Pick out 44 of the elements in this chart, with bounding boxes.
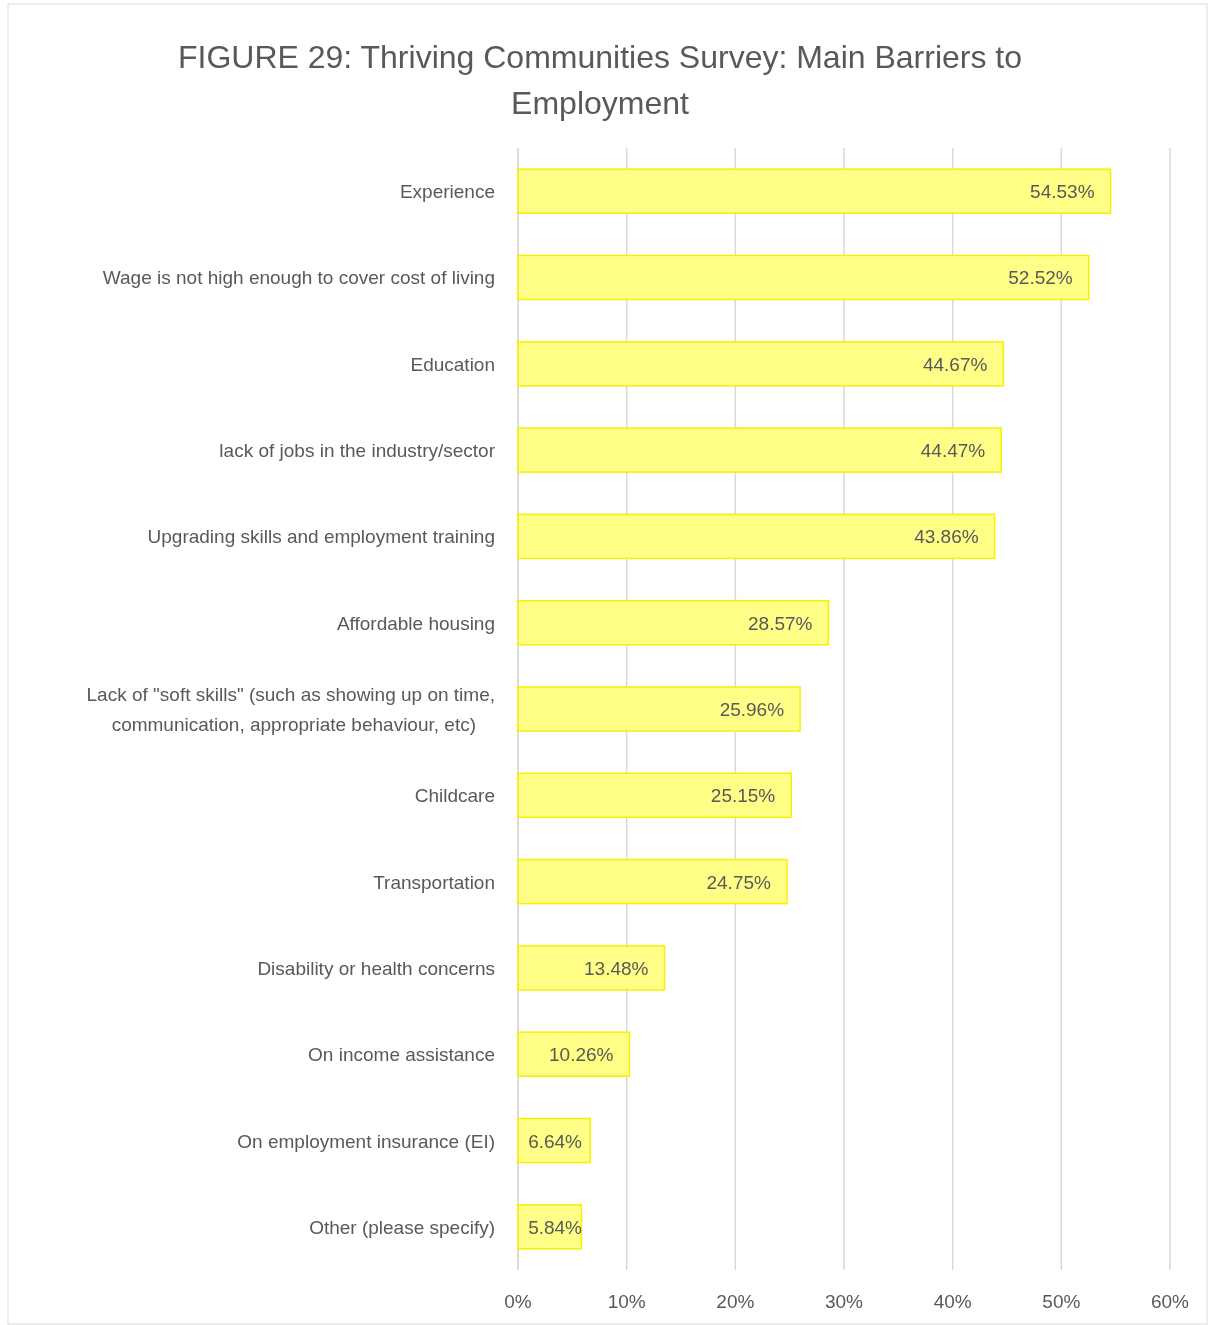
y-tick-label: Transportation <box>373 871 495 893</box>
x-tick-label: 40% <box>933 1291 972 1312</box>
y-tick-label: Disability or health concerns <box>257 957 495 979</box>
data-label: 13.48% <box>584 957 649 979</box>
x-tick-label: 20% <box>716 1291 755 1312</box>
chart-title: FIGURE 29: Thriving Communities Survey: Main Barriers to Employment <box>177 39 1023 121</box>
bar <box>517 686 801 732</box>
bar <box>517 599 830 646</box>
x-tick-label: 60% <box>1150 1291 1190 1312</box>
bar <box>517 772 793 819</box>
y-tick-label: Other (please specify) <box>309 1216 495 1238</box>
data-label: 25.15% <box>710 785 776 807</box>
y-tick-label: Education <box>410 353 495 375</box>
data-label: 52.52% <box>1008 267 1073 289</box>
bar <box>517 858 788 905</box>
bar <box>517 513 996 560</box>
data-label: 10.26% <box>549 1044 614 1066</box>
y-tick-label: Wage is not high enough to cover cost of living <box>102 267 495 289</box>
y-tick-label: On employment insurance (EI) <box>237 1130 495 1152</box>
data-label: 44.67% <box>922 353 988 375</box>
y-tick-label: On income assistance <box>308 1044 495 1066</box>
bar <box>517 341 1005 387</box>
bar <box>517 254 1090 301</box>
y-tick-label: Lack of "soft skills" (such as showing up on time, communication, appropriate behaviour, etc) <box>86 684 495 735</box>
bar <box>517 1031 631 1077</box>
data-label: 28.57% <box>748 612 813 634</box>
x-tick-label: 0% <box>504 1291 532 1312</box>
y-tick-label: Affordable housing <box>336 612 495 634</box>
data-label: 6.64% <box>528 1130 583 1152</box>
bar <box>517 168 1112 214</box>
data-label: 43.86% <box>914 526 979 548</box>
bar <box>517 945 666 991</box>
data-label: 44.47% <box>920 440 986 462</box>
y-tick-label: Upgrading skills and employment training <box>147 526 495 548</box>
y-tick-label: Childcare <box>414 785 495 807</box>
y-tick-label: lack of jobs in the industry/sector <box>219 440 496 462</box>
x-tick-label: 10% <box>607 1291 646 1312</box>
x-tick-label: 30% <box>824 1291 864 1312</box>
data-label: 24.75% <box>706 871 772 893</box>
bar <box>517 427 1002 473</box>
data-label: 54.53% <box>1030 181 1095 203</box>
y-tick-label: Experience <box>399 181 495 203</box>
x-tick-label: 50% <box>1042 1291 1081 1312</box>
data-label: 25.96% <box>719 699 785 720</box>
